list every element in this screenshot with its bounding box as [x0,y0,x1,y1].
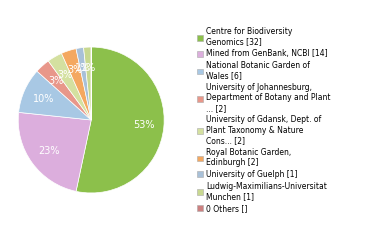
Wedge shape [62,49,91,120]
Text: 1%: 1% [75,63,90,73]
Wedge shape [37,61,91,120]
Wedge shape [76,47,164,193]
Wedge shape [19,71,91,120]
Legend: Centre for Biodiversity
Genomics [32], Mined from GenBank, NCBI [14], National B: Centre for Biodiversity Genomics [32], M… [195,26,332,214]
Text: 53%: 53% [133,120,154,131]
Text: 23%: 23% [38,146,59,156]
Text: 3%: 3% [48,76,64,86]
Wedge shape [18,112,91,191]
Wedge shape [48,53,91,120]
Text: 10%: 10% [33,94,54,104]
Text: 3%: 3% [57,70,73,79]
Text: 3%: 3% [67,65,82,75]
Wedge shape [84,47,91,120]
Wedge shape [76,48,91,120]
Text: 1%: 1% [81,63,96,72]
